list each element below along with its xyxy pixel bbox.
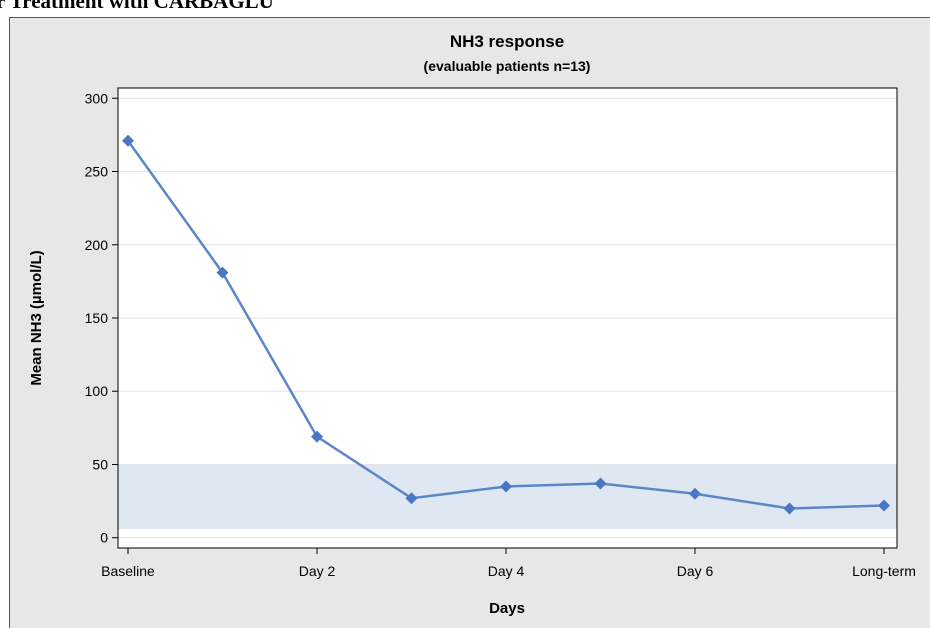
x-tick-label: Day 4 xyxy=(488,563,525,579)
y-tick-label: 300 xyxy=(85,90,109,106)
chart-subtitle: (evaluable patients n=13) xyxy=(424,58,591,74)
heading: r Treatment with CARBAGLU xyxy=(0,0,274,13)
data-point xyxy=(500,480,512,493)
y-tick-label: 0 xyxy=(100,530,108,546)
x-tick-label: Baseline xyxy=(101,563,155,579)
data-point xyxy=(878,499,890,512)
x-tick-label: Day 6 xyxy=(677,563,714,579)
x-tick-label: Long-term xyxy=(852,563,916,579)
x-axis-label: Days xyxy=(489,600,525,617)
chart-title: NH3 response xyxy=(450,32,564,51)
y-axis-label: Mean NH3 (µmol/L) xyxy=(28,250,45,385)
reference-band xyxy=(118,464,897,529)
x-tick-label: Day 2 xyxy=(299,563,336,579)
data-point xyxy=(594,477,607,490)
data-point xyxy=(216,266,229,279)
y-tick-label: 250 xyxy=(85,164,109,180)
data-point xyxy=(405,492,418,505)
data-point xyxy=(689,487,701,500)
data-point xyxy=(311,430,323,443)
y-tick-label: 150 xyxy=(85,310,109,326)
data-point xyxy=(783,502,796,515)
y-tick-label: 200 xyxy=(85,237,109,253)
data-point xyxy=(122,134,134,147)
y-tick-label: 100 xyxy=(85,383,109,399)
y-tick-label: 50 xyxy=(92,456,108,472)
